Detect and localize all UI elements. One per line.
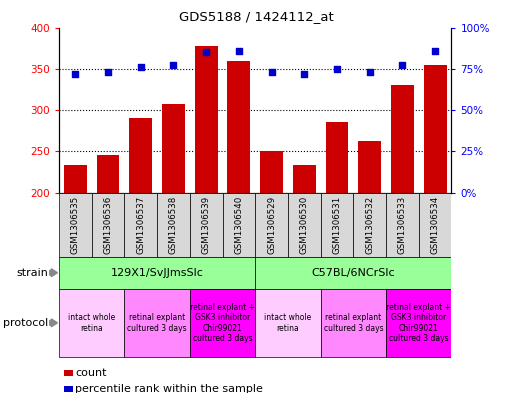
Bar [223,193,255,257]
Bar [358,141,381,193]
Bar [124,289,190,357]
Bar [195,46,218,193]
Bar [260,151,283,193]
Bar [190,193,223,257]
Bar [419,193,451,257]
Text: GDS5188 / 1424112_at: GDS5188 / 1424112_at [179,10,334,23]
Point [366,69,374,75]
Text: GSM1306530: GSM1306530 [300,195,309,254]
Point [431,48,439,54]
Bar [64,165,87,193]
Point [267,69,275,75]
Text: count: count [75,368,107,378]
Bar [157,193,190,257]
Text: GSM1306531: GSM1306531 [332,195,342,254]
Text: retinal explant
cultured 3 days: retinal explant cultured 3 days [127,313,187,332]
Bar [321,193,353,257]
Point [104,69,112,75]
Bar [92,193,125,257]
Point [202,49,210,55]
Point [398,62,406,69]
Text: C57BL/6NCrSlc: C57BL/6NCrSlc [311,268,395,278]
Text: retinal explant +
GSK3 inhibitor
Chir99021
cultured 3 days: retinal explant + GSK3 inhibitor Chir990… [190,303,255,343]
Bar [255,257,451,289]
Bar [255,193,288,257]
Bar [293,165,315,193]
Bar [162,104,185,193]
Bar [326,121,348,193]
Text: GSM1306538: GSM1306538 [169,195,178,254]
Bar [190,289,255,357]
Bar [321,289,386,357]
Text: GSM1306529: GSM1306529 [267,196,276,254]
Text: retinal explant +
GSK3 inhibitor
Chir99021
cultured 3 days: retinal explant + GSK3 inhibitor Chir990… [386,303,451,343]
Point [300,71,308,77]
Bar [386,193,419,257]
Text: GSM1306534: GSM1306534 [430,195,440,254]
Bar [59,289,124,357]
Text: GSM1306537: GSM1306537 [136,195,145,254]
Bar [59,193,92,257]
Point [169,62,177,69]
Text: GSM1306532: GSM1306532 [365,195,374,254]
Text: GSM1306540: GSM1306540 [234,195,243,254]
Point [71,71,80,77]
Bar [124,193,157,257]
Bar [386,289,451,357]
Bar [353,193,386,257]
Text: GSM1306539: GSM1306539 [202,196,211,254]
Text: intact whole
retina: intact whole retina [264,313,311,332]
Bar [129,118,152,193]
Text: protocol: protocol [4,318,49,328]
Bar [255,289,321,357]
Bar [424,64,446,193]
Text: GSM1306535: GSM1306535 [71,195,80,254]
Text: intact whole
retina: intact whole retina [68,313,115,332]
Text: 129X1/SvJJmsSlc: 129X1/SvJJmsSlc [111,268,204,278]
Text: percentile rank within the sample: percentile rank within the sample [75,384,263,393]
Text: GSM1306536: GSM1306536 [104,195,112,254]
Text: retinal explant
cultured 3 days: retinal explant cultured 3 days [324,313,383,332]
Point [136,64,145,70]
Bar [288,193,321,257]
Bar [227,61,250,193]
Text: GSM1306533: GSM1306533 [398,195,407,254]
Text: strain: strain [17,268,49,278]
Bar [96,154,120,193]
Bar [59,257,255,289]
Point [333,66,341,72]
Bar [391,85,414,193]
Point [235,48,243,54]
